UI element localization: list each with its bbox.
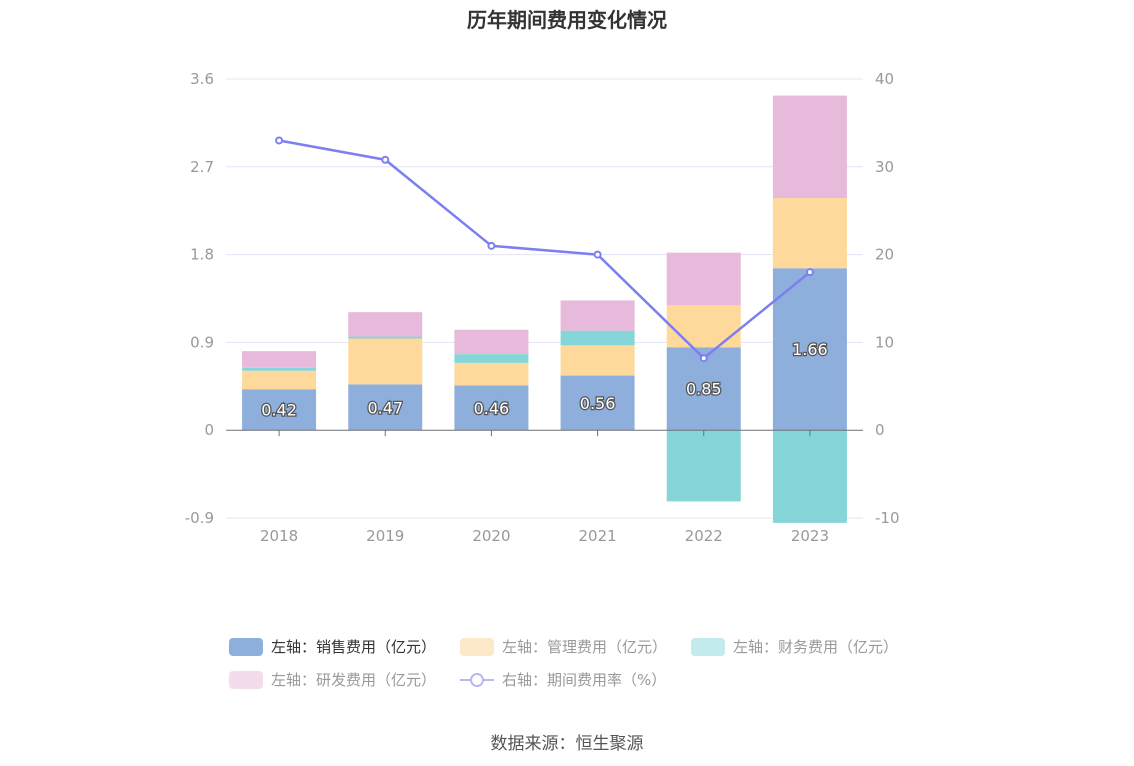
bar-segment — [772, 95, 847, 199]
bar-segment — [772, 430, 847, 523]
left-axis-tick-label: 3.6 — [190, 70, 214, 88]
bar-segment — [242, 367, 317, 371]
legend-swatch-finance — [691, 637, 726, 656]
rate-line — [278, 139, 811, 360]
bar-segment — [560, 375, 635, 431]
x-axis-tick-label: 2021 — [578, 527, 616, 545]
legend-swatch-admin — [460, 637, 495, 656]
left-axis-tick-label: 2.7 — [190, 158, 214, 176]
x-axis-tick-label: 2023 — [791, 527, 829, 545]
legend-item-finance[interactable]: 左轴：财务费用（亿元） — [691, 636, 898, 657]
legend-label-admin: 左轴：管理费用（亿元） — [502, 638, 668, 656]
legend-item-rate[interactable]: 右轴：期间费用率（%） — [460, 669, 666, 690]
rate-point — [805, 268, 814, 277]
x-axis-tick-label: 2022 — [685, 527, 723, 545]
left-axis-tick-label: 1.8 — [190, 246, 214, 264]
legend-item-rd[interactable]: 左轴：研发费用（亿元） — [229, 669, 436, 690]
right-axis-tick-label: 40 — [875, 70, 894, 88]
data-label: 0.47 — [367, 398, 403, 417]
bar-segment — [666, 430, 741, 502]
right-axis-tick-label: 0 — [875, 421, 885, 439]
legend: 左轴：销售费用（亿元） 左轴：管理费用（亿元） 左轴：财务费用（亿元） 左轴：研… — [229, 630, 929, 696]
bar-segment — [454, 385, 529, 431]
bar-segment — [666, 305, 741, 348]
rate-point — [275, 136, 284, 145]
bar-segment — [560, 345, 635, 376]
legend-label-rate: 右轴：期间费用率（%） — [502, 671, 667, 689]
legend-swatch-rate — [460, 671, 495, 689]
x-axis-tick-label: 2020 — [472, 527, 510, 545]
bar-segment — [242, 351, 317, 368]
x-axis-tick-label: 2019 — [366, 527, 404, 545]
right-axis-tick-label: -10 — [875, 509, 900, 527]
bar-segment — [348, 312, 423, 337]
rate-point — [593, 250, 602, 259]
bar-segment — [348, 338, 423, 385]
legend-swatch-rd — [229, 670, 263, 689]
rate-point — [699, 354, 708, 363]
legend-item-admin[interactable]: 左轴：管理费用（亿元） — [460, 636, 667, 657]
bar-segment — [454, 329, 529, 355]
bar-segment — [560, 300, 635, 331]
rate-point — [487, 241, 496, 250]
legend-label-rd: 左轴：研发费用（亿元） — [271, 671, 437, 689]
bar-segment — [772, 268, 847, 431]
data-label: 0.46 — [474, 399, 510, 418]
data-label: 0.85 — [686, 380, 722, 399]
right-axis-tick-label: 10 — [875, 333, 894, 351]
bar-segment — [454, 354, 529, 363]
bar-segment — [242, 389, 317, 431]
legend-label-sales: 左轴：销售费用（亿元） — [271, 638, 437, 656]
bar-segment — [560, 330, 635, 346]
bar-segment — [666, 252, 741, 306]
bar-segment — [454, 362, 529, 386]
right-axis-tick-label: 30 — [875, 158, 894, 176]
data-label: 1.66 — [792, 340, 828, 359]
bar-segment — [348, 336, 423, 339]
data-label: 0.42 — [261, 401, 297, 420]
right-axis-tick-label: 20 — [875, 246, 894, 264]
bar-segment — [348, 384, 423, 431]
legend-swatch-sales — [229, 637, 263, 656]
data-label: 0.56 — [580, 394, 616, 413]
legend-item-sales[interactable]: 左轴：销售费用（亿元） — [229, 636, 436, 657]
legend-label-finance: 左轴：财务费用（亿元） — [733, 638, 899, 656]
bar-segment — [772, 198, 847, 269]
x-axis-tick-label: 2018 — [260, 527, 298, 545]
left-axis-tick-label: 0 — [204, 421, 214, 439]
source-note: 数据来源：恒生聚源 — [490, 734, 644, 754]
left-axis-tick-label: -0.9 — [185, 509, 214, 527]
bar-segment — [242, 370, 317, 390]
left-axis-tick-label: 0.9 — [190, 333, 214, 351]
chart-title: 历年期间费用变化情况 — [467, 8, 667, 32]
rate-point — [381, 155, 390, 164]
